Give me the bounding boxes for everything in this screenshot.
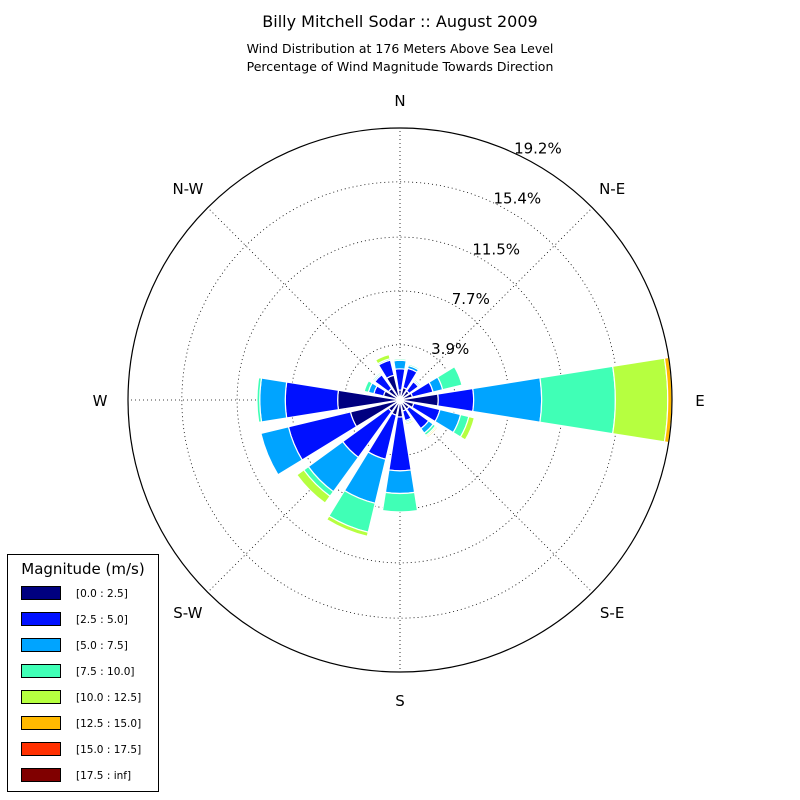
polar-labels: 3.9% 7.7% 11.5% 15.4% 19.2% N N-E E S-E S S-W W N-W xyxy=(93,92,705,710)
legend-swatch xyxy=(21,664,61,678)
wind-bar-segment xyxy=(393,359,407,370)
radial-tick-label: 19.2% xyxy=(514,140,562,158)
chart-subtitle-line-1: Wind Distribution at 176 Meters Above Se… xyxy=(246,41,554,56)
wind-bar-segment xyxy=(371,371,382,382)
wind-bar-segment xyxy=(284,381,340,419)
chart-subtitle-line-2: Percentage of Wind Magnitude Towards Dir… xyxy=(246,59,554,74)
wind-bar-segment xyxy=(459,415,476,441)
wind-bar-segment xyxy=(259,377,288,423)
angular-gridline xyxy=(399,207,593,401)
direction-label: S xyxy=(395,692,405,710)
wind-bar-segment xyxy=(611,357,669,443)
legend-entries: [0.0 : 2.5] [2.5 : 5.0] [5.0 : 7.5] [7.5 : … xyxy=(8,586,158,794)
wind-bar-segment xyxy=(436,365,463,391)
wind-bar-segment xyxy=(374,353,391,365)
radial-tick-label: 15.4% xyxy=(493,189,541,207)
wind-bar-segment xyxy=(426,426,440,440)
legend-title: Magnitude (m/s) xyxy=(21,560,145,578)
angular-gridline xyxy=(207,207,401,401)
legend-entry: [10.0 : 12.5] xyxy=(8,690,158,716)
wind-bar-segment xyxy=(407,363,421,371)
legend-label: [12.5 : 15.0] xyxy=(76,718,142,730)
legend-label: [0.0 : 2.5] xyxy=(76,588,128,600)
legend-entry: [15.0 : 17.5] xyxy=(8,742,158,768)
legend-swatch xyxy=(21,612,61,626)
direction-label: S-W xyxy=(173,604,202,622)
wind-bar-segment xyxy=(413,378,422,387)
legend-label: [5.0 : 7.5] xyxy=(76,640,128,652)
legend-entry: [0.0 : 2.5] xyxy=(8,586,158,612)
wind-bar-segment xyxy=(472,377,543,423)
direction-label: N xyxy=(394,92,405,110)
wind-bar-segment xyxy=(437,387,475,413)
wind-bars xyxy=(256,353,673,538)
chart-title: Billy Mitchell Sodar :: August 2009 xyxy=(262,12,538,31)
legend-entry: [7.5 : 10.0] xyxy=(8,664,158,690)
wind-bar-segment xyxy=(363,379,374,394)
legend-entry: [12.5 : 15.0] xyxy=(8,716,158,742)
wind-bar-segment xyxy=(392,358,408,362)
legend-entry: [2.5 : 5.0] xyxy=(8,612,158,638)
legend-entry: [17.5 : inf] xyxy=(8,768,158,794)
legend-swatch xyxy=(21,690,61,704)
legend-swatch xyxy=(21,586,61,600)
wind-bar-segment xyxy=(404,419,415,426)
wind-bar-segment xyxy=(260,426,303,476)
legend-label: [15.0 : 17.5] xyxy=(76,744,142,756)
direction-label: S-E xyxy=(600,604,624,622)
legend-swatch xyxy=(21,716,61,730)
direction-label: W xyxy=(93,392,108,410)
angular-gridline xyxy=(207,399,401,593)
direction-label: N-E xyxy=(599,180,625,198)
polar-frame xyxy=(127,127,673,673)
legend-swatch xyxy=(21,768,61,782)
legend-entry: [5.0 : 7.5] xyxy=(8,638,158,664)
radial-tick-label: 3.9% xyxy=(431,340,469,358)
angular-gridline xyxy=(399,399,593,593)
wind-bar-segment xyxy=(325,515,369,538)
legend-label: [7.5 : 10.0] xyxy=(76,666,135,678)
wind-bar-segment xyxy=(381,491,419,513)
wind-bar-segment xyxy=(256,376,263,424)
magnitude-legend: Magnitude (m/s) [0.0 : 2.5] [2.5 : 5.0] [5… xyxy=(7,554,159,792)
legend-label: [2.5 : 5.0] xyxy=(76,614,128,626)
wind-bar-segment xyxy=(539,365,616,435)
wind-bar-segment xyxy=(384,469,416,495)
wind-bar-segment xyxy=(296,469,331,504)
legend-label: [17.5 : inf] xyxy=(76,770,132,782)
direction-label: E xyxy=(695,392,704,410)
direction-label: N-W xyxy=(172,180,203,198)
legend-swatch xyxy=(21,742,61,756)
legend-swatch xyxy=(21,638,61,652)
polar-outer-circle xyxy=(127,127,673,673)
legend-label: [10.0 : 12.5] xyxy=(76,692,142,704)
radial-tick-label: 7.7% xyxy=(452,290,490,308)
radial-tick-label: 11.5% xyxy=(472,240,520,258)
